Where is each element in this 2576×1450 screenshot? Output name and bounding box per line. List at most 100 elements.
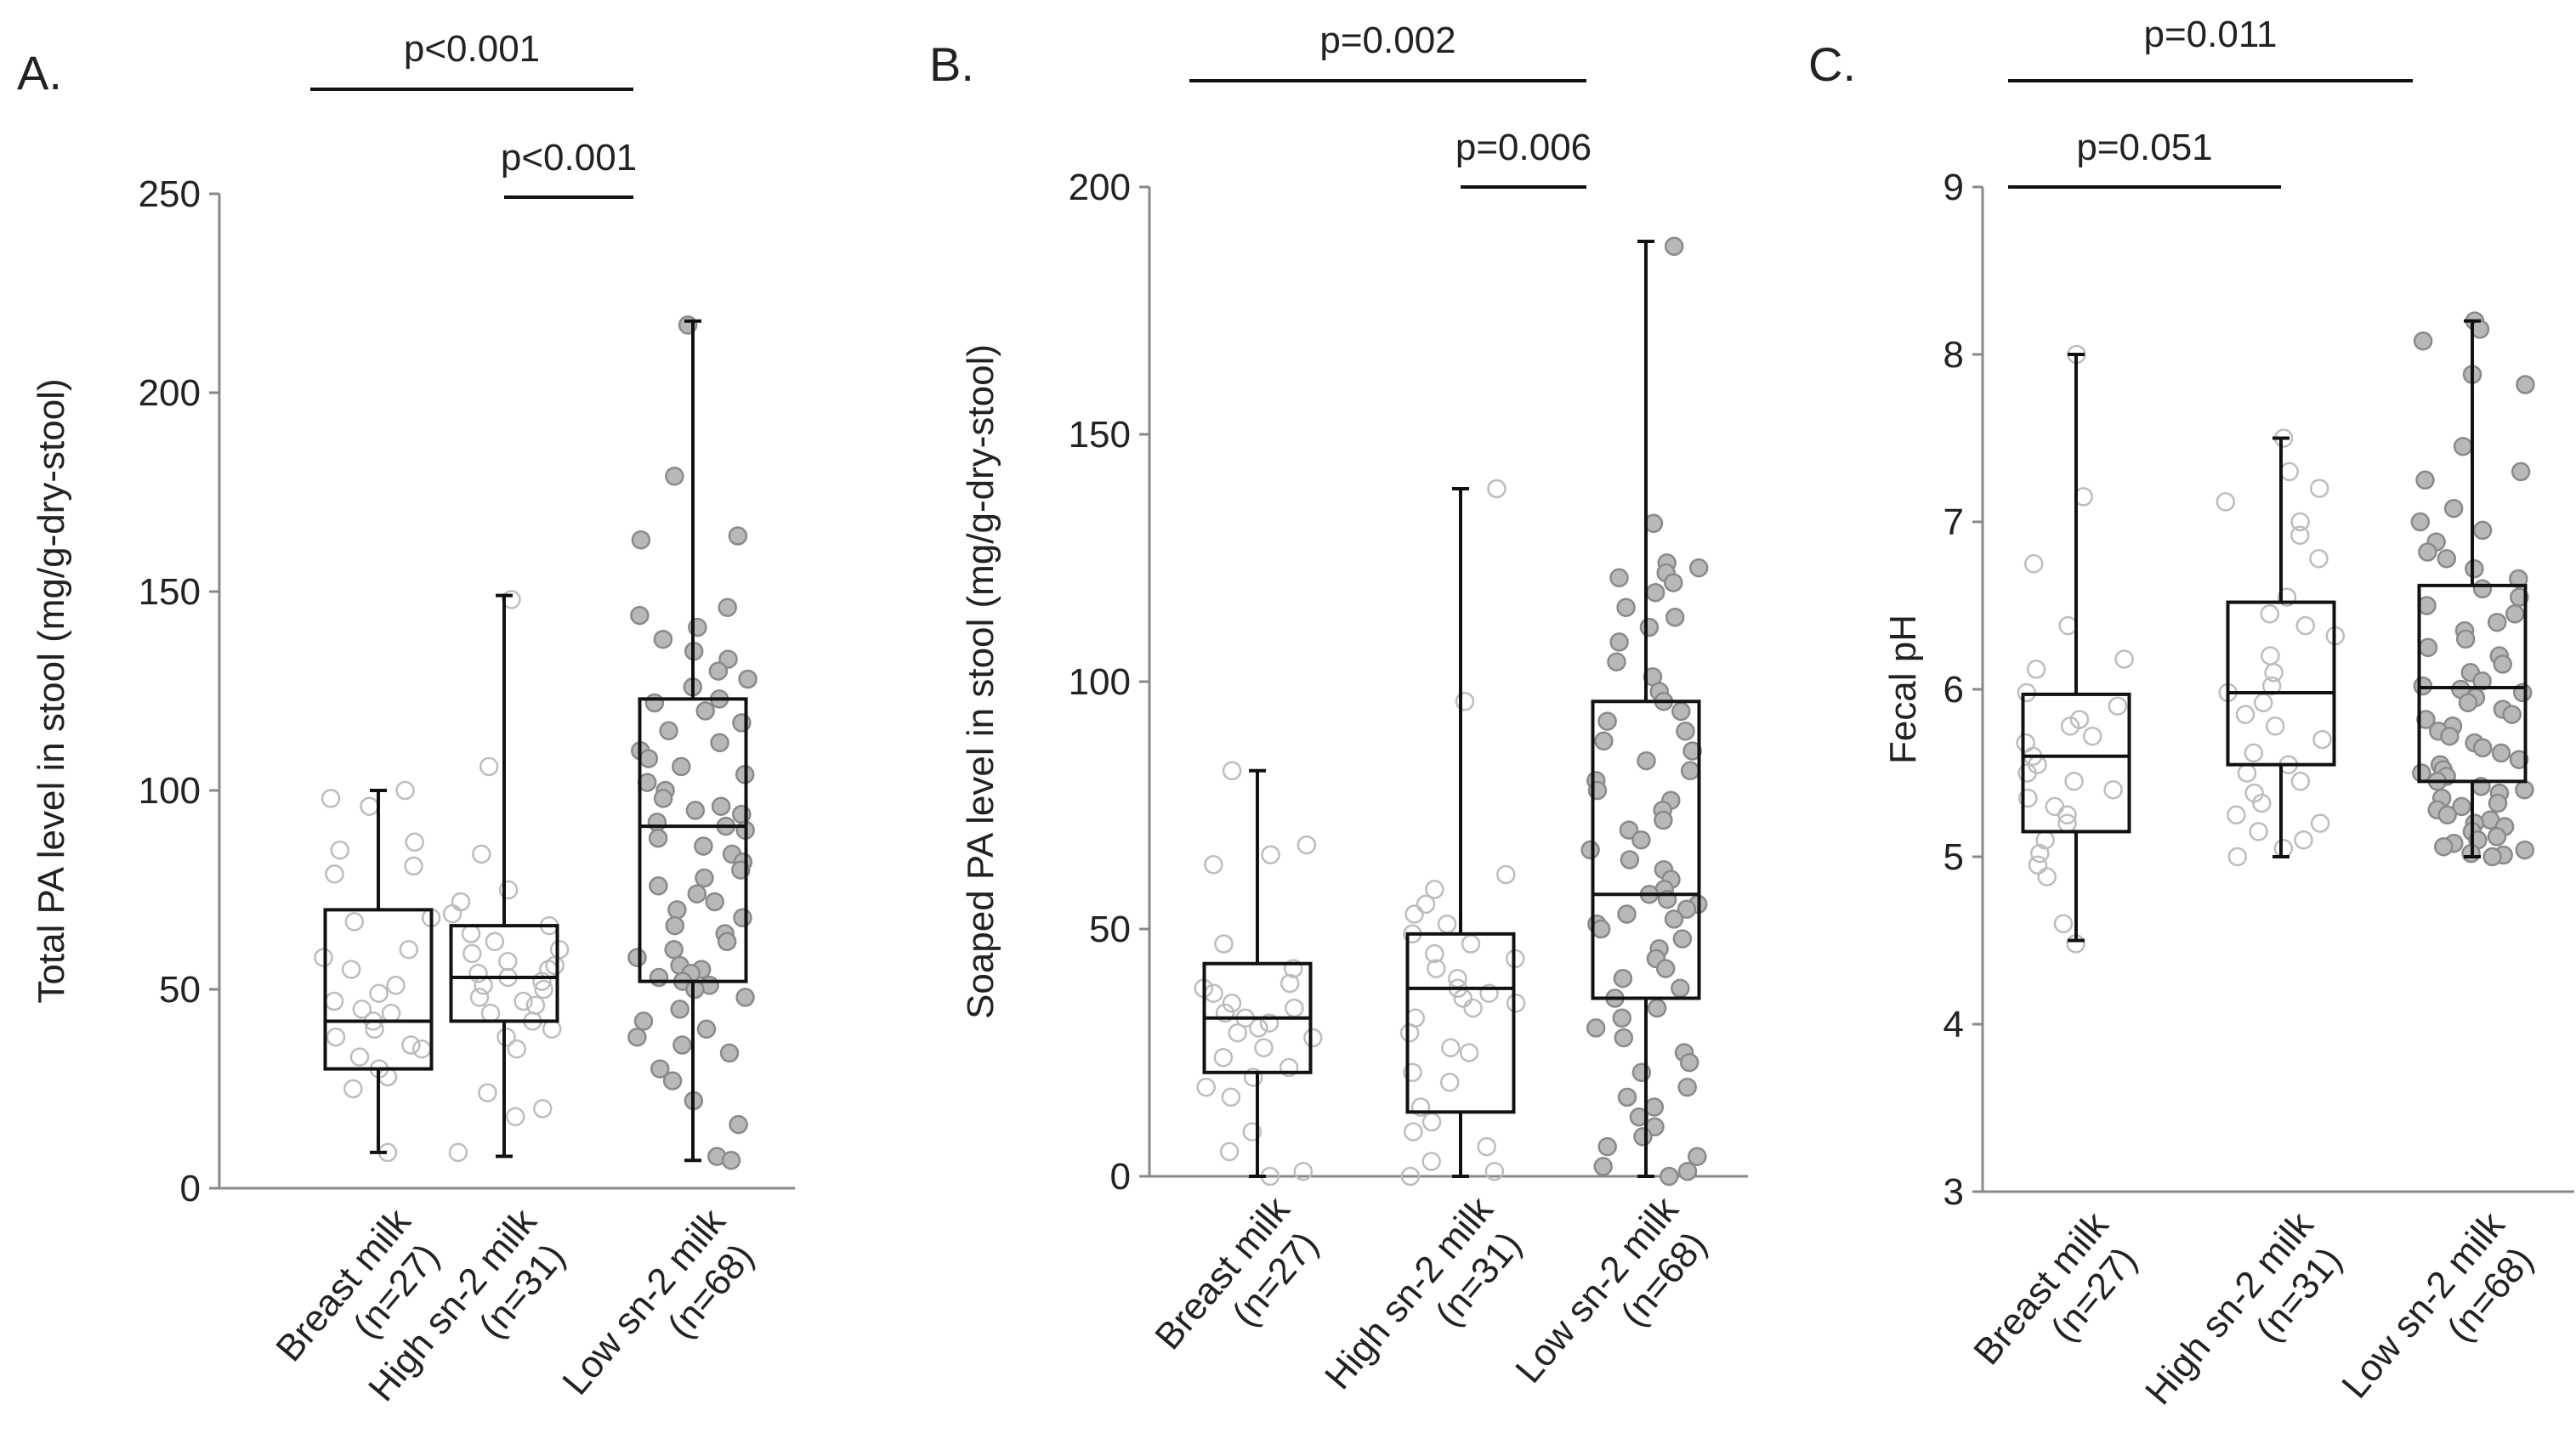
data-point xyxy=(664,939,684,960)
data-point xyxy=(667,900,687,920)
data-point xyxy=(1680,761,1700,781)
iqr-box xyxy=(1591,700,1701,1000)
data-point xyxy=(1404,904,1424,924)
data-point xyxy=(662,1071,683,1090)
y-tick-label: 0 xyxy=(180,1168,201,1209)
data-point xyxy=(1672,929,1693,949)
y-tick-label: 50 xyxy=(159,969,201,1011)
category-label: Low sn-2 milk(n=68) xyxy=(554,1200,768,1431)
category-label: High sn-2 milk(n=31) xyxy=(1317,1188,1535,1425)
data-point xyxy=(1399,1022,1420,1043)
y-tick-label: 0 xyxy=(1110,1156,1131,1198)
data-point xyxy=(647,813,667,832)
data-point xyxy=(738,669,757,689)
data-point xyxy=(1484,1161,1505,1181)
data-point xyxy=(1204,855,1223,875)
data-point xyxy=(627,948,647,967)
data-point xyxy=(1410,1097,1431,1117)
data-point xyxy=(461,924,481,943)
category-label: Low sn-2 milk(n=68) xyxy=(1507,1188,1721,1419)
data-point xyxy=(496,1027,516,1047)
panel-letter: C. xyxy=(1808,37,1856,91)
data-point xyxy=(542,1019,562,1039)
data-point xyxy=(1677,1161,1698,1181)
data-point xyxy=(1613,968,1633,988)
data-point xyxy=(1459,1043,1479,1062)
data-point xyxy=(1279,973,1300,994)
iqr-box xyxy=(323,908,434,1071)
data-point xyxy=(1586,1018,1606,1038)
data-point xyxy=(2443,498,2464,518)
p-value-label: p<0.001 xyxy=(501,137,637,178)
data-point xyxy=(533,1099,553,1119)
iqr-box xyxy=(449,924,559,1023)
data-point xyxy=(341,960,361,979)
data-point xyxy=(694,836,713,856)
y-tick-label: 5 xyxy=(1943,836,1964,878)
data-point xyxy=(1671,701,1691,722)
data-point xyxy=(2028,855,2048,875)
data-point xyxy=(2017,683,2037,703)
data-point xyxy=(1607,652,1626,671)
data-point xyxy=(2260,604,2280,624)
data-point xyxy=(326,1027,346,1047)
data-point xyxy=(325,864,344,884)
y-tick-label: 6 xyxy=(1943,669,1964,711)
data-point xyxy=(2437,805,2457,825)
data-point xyxy=(2277,587,2297,607)
data-point xyxy=(1660,1166,1679,1187)
data-point xyxy=(2253,693,2273,713)
data-point xyxy=(1215,1003,1235,1023)
data-point xyxy=(711,796,731,816)
data-point xyxy=(665,467,684,486)
category-label: Breast milk(n=27) xyxy=(1147,1188,1332,1385)
data-point xyxy=(718,598,737,617)
data-point xyxy=(2491,743,2511,763)
data-point xyxy=(2488,793,2508,813)
data-point xyxy=(2103,779,2123,800)
p-value-label: p<0.001 xyxy=(404,28,540,70)
y-tick-label: 4 xyxy=(1943,1004,1964,1045)
data-point xyxy=(469,988,490,1007)
data-point xyxy=(1688,1147,1707,1166)
data-point xyxy=(2064,772,2084,791)
data-point xyxy=(404,856,423,876)
p-value-label: p=0.002 xyxy=(1319,20,1455,61)
data-point xyxy=(1688,558,1709,578)
data-point xyxy=(1594,731,1614,751)
data-point xyxy=(2261,646,2280,666)
data-point xyxy=(1631,830,1651,850)
y-axis-label: Fecal pH xyxy=(1882,615,1924,764)
data-point xyxy=(672,1035,692,1055)
data-point xyxy=(2412,763,2431,783)
data-point xyxy=(717,932,737,952)
data-point xyxy=(1400,1166,1421,1187)
data-point xyxy=(2482,847,2502,867)
data-point xyxy=(631,530,651,550)
data-point xyxy=(2434,836,2454,857)
data-point xyxy=(1665,608,1685,627)
panel-a: A. 0 50 100 150 200 250 Total PA level in stool… xyxy=(17,28,795,1431)
data-point xyxy=(330,840,350,860)
data-point xyxy=(2415,470,2435,490)
data-point xyxy=(1614,1028,1634,1048)
iqr-box xyxy=(2417,583,2528,784)
data-point xyxy=(2309,479,2329,498)
data-point xyxy=(1654,810,1673,830)
data-point xyxy=(1425,943,1444,964)
y-tick-label: 8 xyxy=(1943,334,1964,376)
iqr-box xyxy=(2226,600,2336,767)
data-point xyxy=(1284,959,1303,978)
y-tick-label: 200 xyxy=(1069,167,1131,208)
category-label: High sn-2 milk(n=31) xyxy=(2137,1204,2356,1441)
data-point xyxy=(2487,612,2507,632)
data-point xyxy=(1441,1038,1461,1057)
data-point xyxy=(2023,554,2044,574)
data-point xyxy=(386,976,406,995)
data-point xyxy=(670,1000,689,1019)
data-point xyxy=(1677,1077,1697,1097)
data-point xyxy=(479,756,499,777)
data-point xyxy=(1597,711,1617,731)
data-point xyxy=(729,1114,748,1135)
data-point xyxy=(2515,840,2535,860)
